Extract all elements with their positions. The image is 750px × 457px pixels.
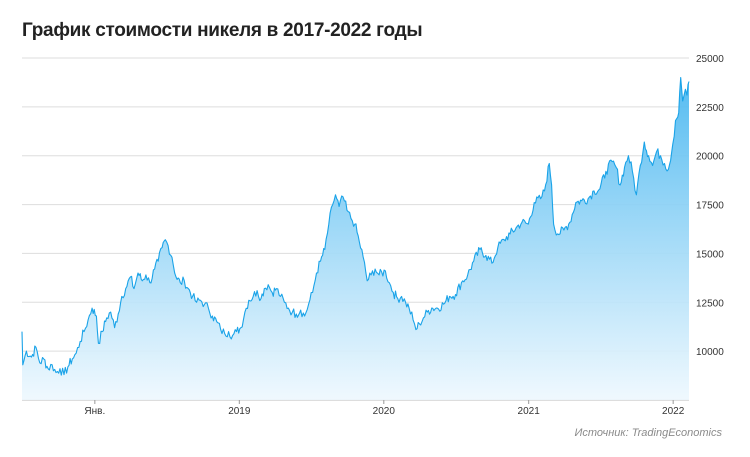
x-tick-label-0: Янв. — [84, 406, 105, 417]
y-tick-label-15000: 15000 — [696, 249, 724, 260]
y-tick-label-20000: 20000 — [696, 152, 724, 163]
source-note: Источник: TradingEconomics — [574, 427, 722, 439]
y-axis-ticks: 10000 12500 15000 17500 20000 22500 25000 — [696, 54, 724, 358]
price-line — [21, 76, 690, 376]
plot-area — [21, 76, 690, 400]
y-tick-label-12500: 12500 — [696, 298, 724, 309]
x-tick-label-1: 2019 — [228, 406, 251, 417]
chart-title: График стоимости никеля в 2017-2022 годы — [22, 20, 423, 41]
y-tick-label-22500: 22500 — [696, 103, 724, 114]
x-tick-label-3: 2021 — [518, 406, 541, 417]
x-tick-label-4: 2022 — [662, 406, 685, 417]
area-fill — [22, 77, 689, 400]
y-tick-label-25000: 25000 — [696, 54, 724, 65]
x-tick-label-2: 2020 — [373, 406, 396, 417]
x-axis-ticks: Янв. 2019 2020 2021 2022 — [84, 400, 685, 417]
y-tick-label-10000: 10000 — [696, 347, 724, 358]
y-tick-label-17500: 17500 — [696, 201, 724, 212]
